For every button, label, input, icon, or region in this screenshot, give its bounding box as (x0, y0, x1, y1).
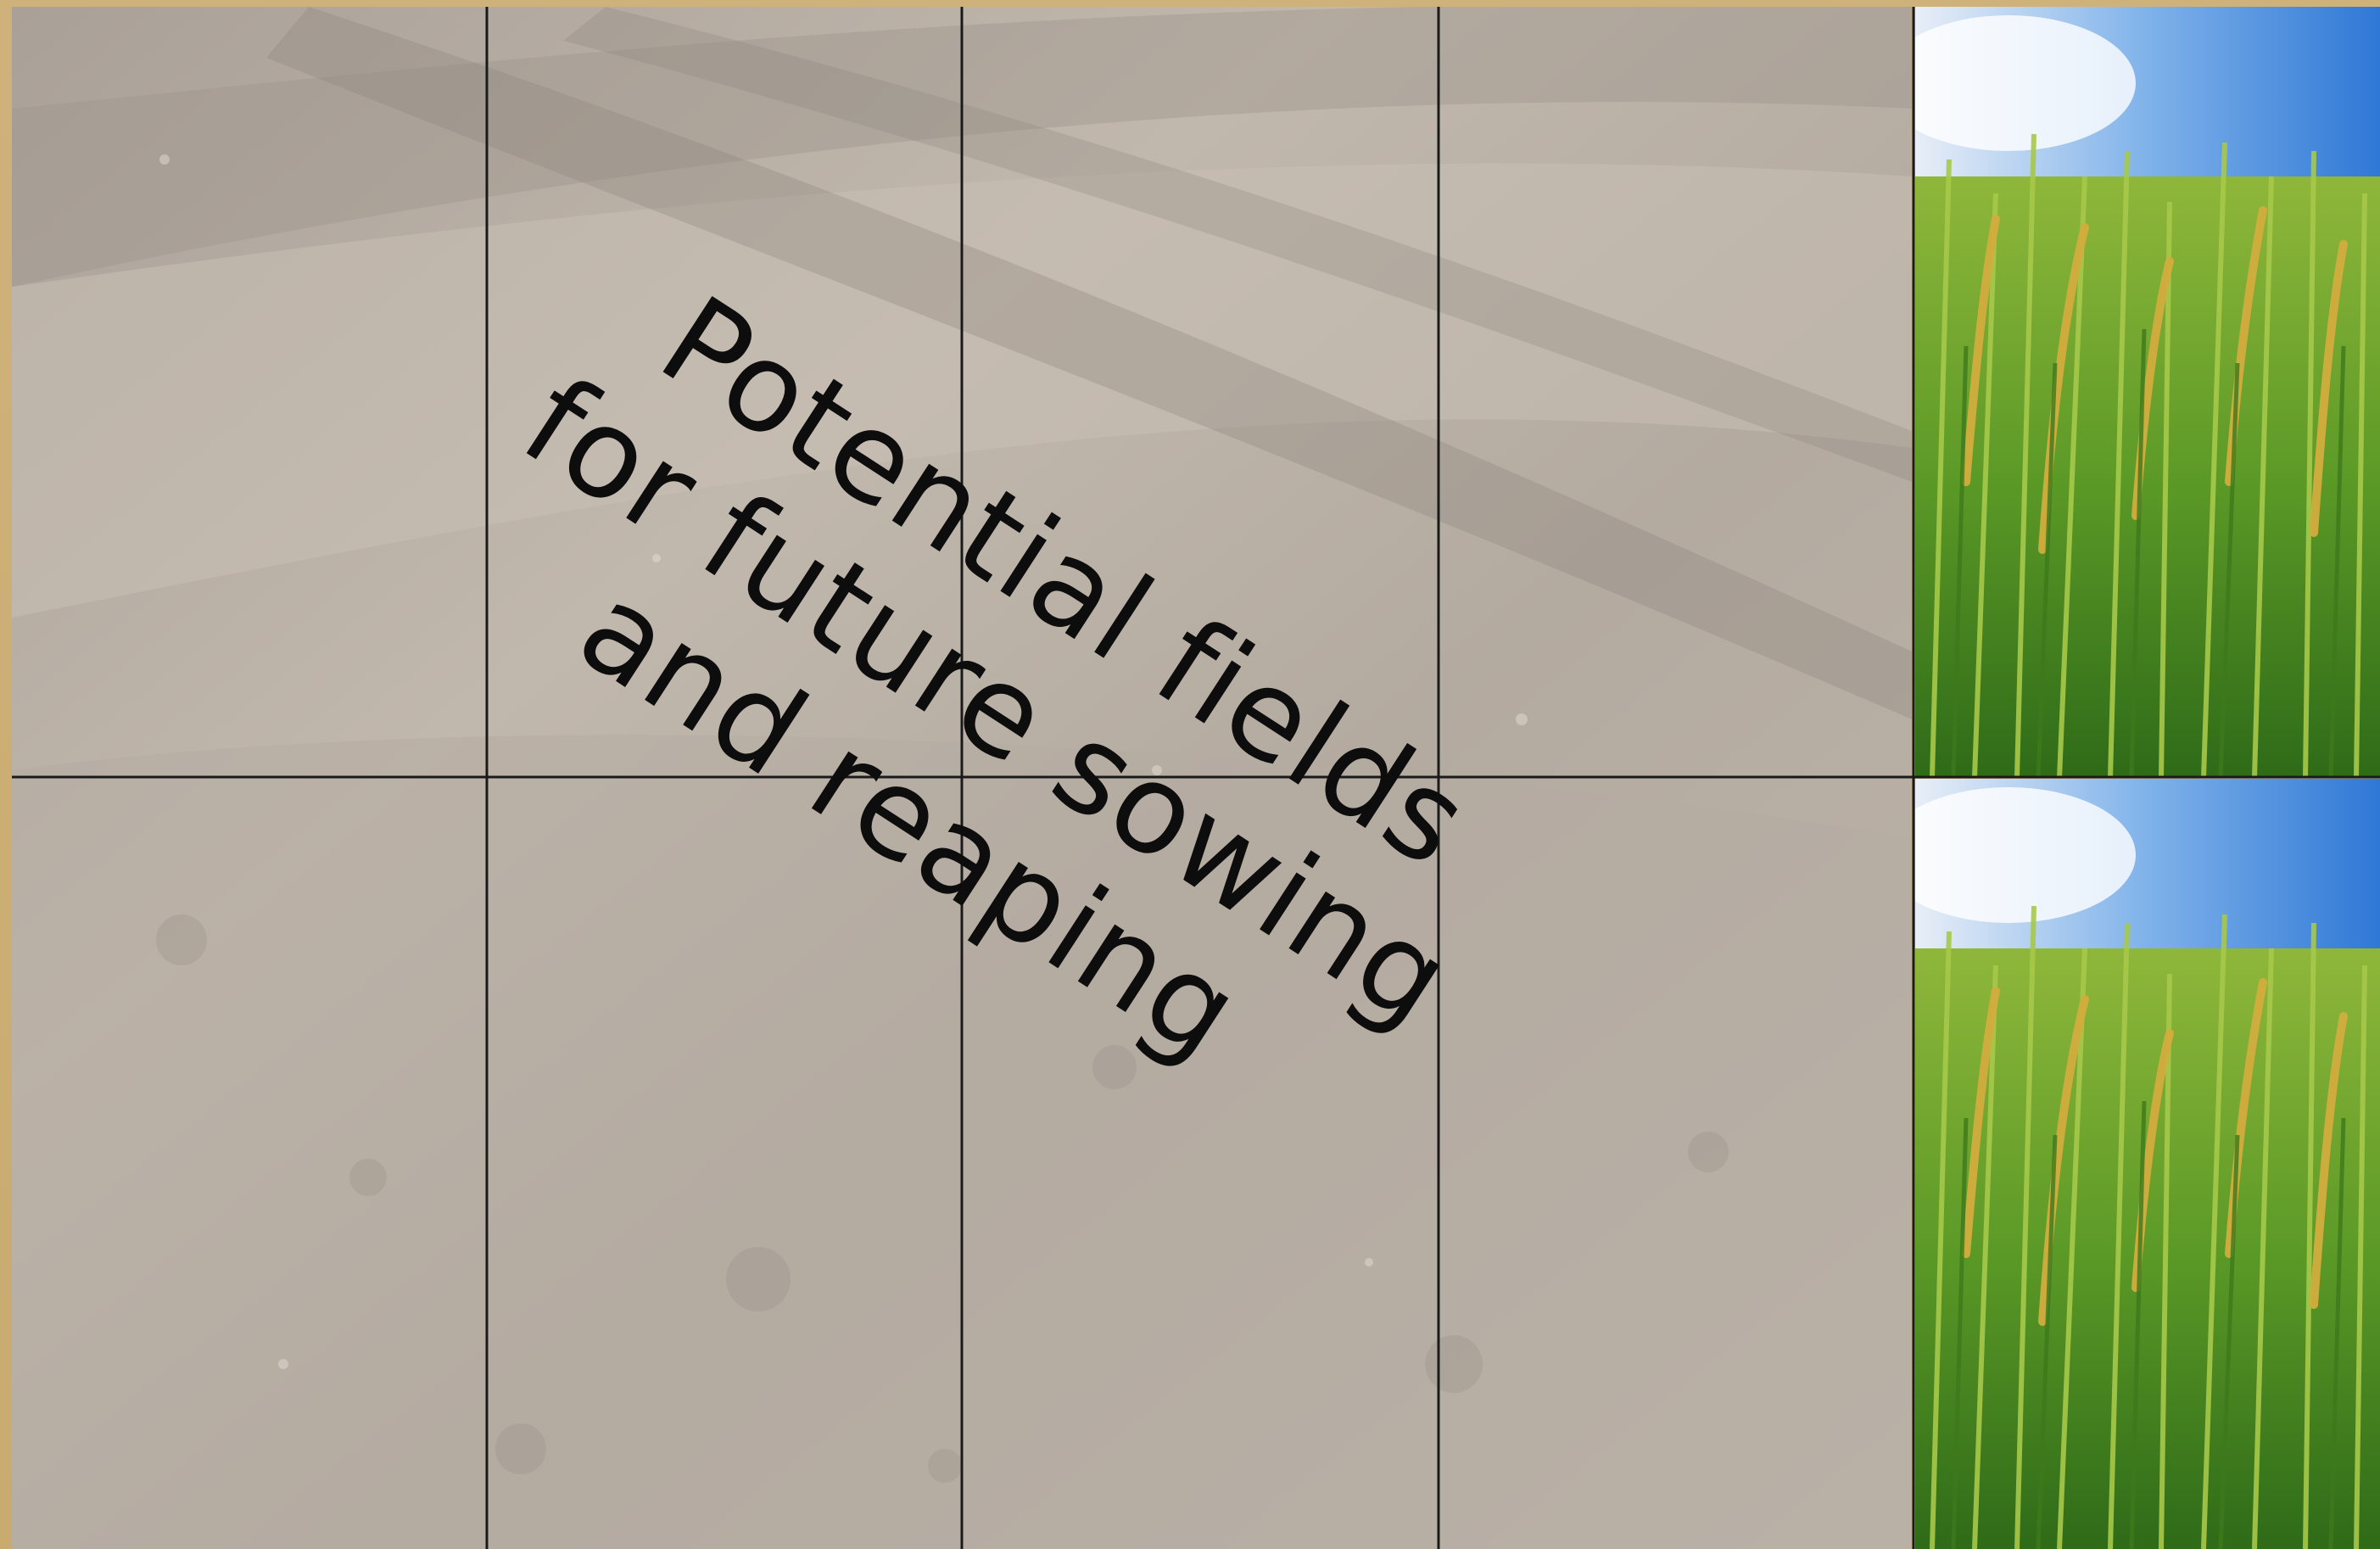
grain-tile-bottom (1915, 779, 2380, 1549)
rice-field-image (1915, 7, 2380, 778)
rice-field-image (1915, 779, 2380, 1549)
grain-tile-top (1915, 7, 2380, 778)
